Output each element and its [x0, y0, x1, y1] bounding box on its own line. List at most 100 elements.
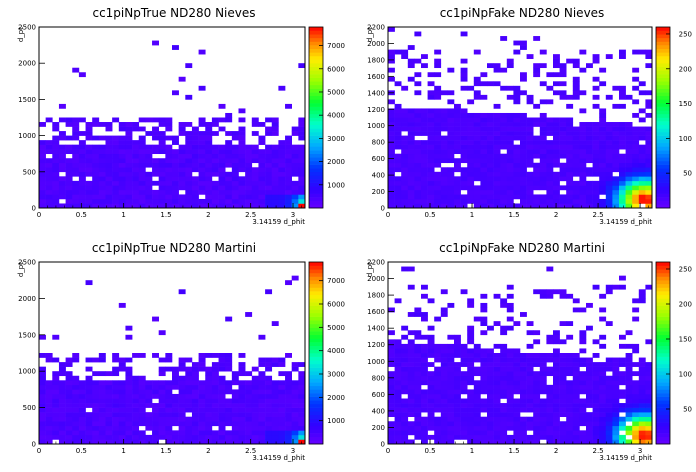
heatmap-cell — [506, 180, 514, 186]
heatmap-cell — [586, 189, 593, 195]
heatmap-cell — [421, 122, 428, 127]
heatmap-cell — [238, 131, 246, 136]
heatmap-cell — [645, 140, 653, 145]
heatmap-cell — [158, 122, 166, 127]
heatmap-cell — [394, 198, 402, 204]
heatmap-cell — [605, 189, 613, 195]
heatmap-cell — [388, 393, 395, 399]
heatmap-cell — [52, 158, 60, 164]
heatmap-cell — [539, 362, 547, 367]
heatmap-cell — [546, 434, 554, 440]
heatmap-cell — [165, 189, 173, 195]
heatmap-cell — [165, 384, 173, 390]
heatmap-cell — [414, 416, 422, 422]
heatmap-cell — [605, 171, 613, 177]
heatmap-cell — [487, 198, 494, 204]
heatmap-cell — [185, 203, 193, 209]
heatmap-cell — [251, 389, 259, 395]
heatmap-cell — [533, 330, 541, 336]
heatmap-cell — [45, 416, 53, 422]
heatmap-cell — [526, 343, 534, 349]
heatmap-cell — [645, 162, 653, 168]
heatmap-cell — [599, 198, 607, 204]
heatmap-cell — [132, 393, 140, 399]
heatmap-cell — [592, 362, 600, 367]
heatmap-cell — [619, 162, 626, 168]
heatmap-cell — [85, 425, 93, 431]
heatmap-cell — [559, 149, 567, 155]
heatmap-cell — [513, 180, 521, 186]
heatmap-cell — [225, 203, 233, 209]
heatmap-cell — [98, 393, 106, 399]
heatmap-cell — [172, 162, 179, 168]
x-tick-label: 1.5 — [508, 211, 519, 219]
heatmap-cell — [231, 189, 239, 195]
heatmap-cell — [138, 167, 146, 173]
heatmap-cell — [599, 334, 607, 340]
heatmap-cell — [645, 63, 653, 69]
heatmap-cell — [178, 366, 186, 372]
heatmap-cell — [191, 203, 199, 209]
heatmap-cell — [586, 371, 593, 377]
heatmap-cell — [231, 430, 239, 436]
heatmap-cell — [198, 430, 206, 436]
heatmap-cell — [251, 439, 259, 445]
heatmap-cell — [625, 407, 633, 413]
heatmap-cell — [539, 135, 547, 141]
heatmap-cell — [185, 140, 193, 145]
heatmap-cell — [388, 384, 395, 390]
heatmap-cell — [388, 149, 395, 155]
heatmap-cell — [98, 434, 106, 440]
heatmap-cell — [45, 194, 53, 200]
heatmap-cell — [92, 430, 100, 436]
color-scale-band — [309, 110, 323, 115]
heatmap-cell — [414, 334, 422, 340]
heatmap-cell — [265, 357, 273, 363]
heatmap-cell — [85, 185, 93, 191]
heatmap-cell — [158, 357, 166, 363]
heatmap-cell — [152, 158, 159, 164]
heatmap-cell — [566, 412, 574, 417]
heatmap-cell — [125, 180, 133, 186]
heatmap-cell — [434, 316, 442, 322]
color-scale-band — [656, 175, 670, 180]
heatmap-cell — [473, 185, 481, 191]
heatmap-cell — [625, 122, 633, 127]
heatmap-cell — [394, 176, 402, 182]
y-tick-label: 1800 — [367, 56, 385, 64]
heatmap-cell — [454, 198, 461, 204]
heatmap-cell — [520, 90, 527, 96]
heatmap-cell — [265, 384, 273, 390]
heatmap-cell — [440, 407, 448, 413]
heatmap-cell — [638, 430, 646, 436]
heatmap-cell — [118, 403, 126, 408]
heatmap-cell — [52, 357, 60, 363]
heatmap-cell — [559, 171, 567, 177]
heatmap-cell — [78, 403, 86, 408]
heatmap-cell — [579, 149, 587, 155]
heatmap-cell — [211, 149, 219, 155]
heatmap-cell — [414, 403, 422, 408]
heatmap-cell — [172, 140, 179, 145]
heatmap-cell — [599, 366, 607, 372]
heatmap-cell — [271, 407, 279, 413]
heatmap-cell — [198, 158, 206, 164]
heatmap-cell — [592, 398, 600, 404]
heatmap-cell — [645, 284, 653, 290]
heatmap-cell — [579, 185, 587, 191]
heatmap-cell — [185, 180, 193, 186]
heatmap-cell — [467, 334, 475, 340]
heatmap-cell — [125, 357, 133, 363]
heatmap-cell — [638, 439, 646, 445]
heatmap-cell — [579, 176, 587, 182]
heatmap-cell — [625, 371, 633, 377]
heatmap-cell — [98, 421, 106, 427]
heatmap-cell — [198, 189, 206, 195]
heatmap-cell — [467, 144, 475, 150]
heatmap-cell — [205, 403, 213, 408]
heatmap-cell — [401, 366, 409, 372]
heatmap-cell — [278, 144, 286, 150]
color-scale-band — [656, 59, 670, 64]
